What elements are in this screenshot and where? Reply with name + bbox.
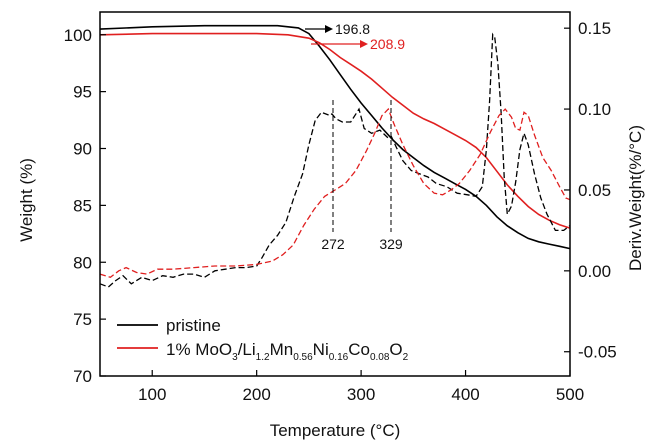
x-tick-label: 100 bbox=[138, 385, 166, 404]
right-y-tick-label: -0.05 bbox=[578, 343, 617, 362]
legend-coated-part-10: 0.08 bbox=[370, 352, 390, 363]
legend-coated-part-3: /Li bbox=[238, 340, 256, 359]
left-y-tick-label: 75 bbox=[73, 310, 92, 329]
peak-1-label: 272 bbox=[321, 236, 345, 252]
left-y-tick-label: 70 bbox=[73, 367, 92, 386]
legend-label-pristine: pristine bbox=[166, 316, 221, 335]
legend-coated-part-8: 0.16 bbox=[329, 352, 349, 363]
peak-2-label: 329 bbox=[379, 236, 403, 252]
left-y-tick-label: 80 bbox=[73, 253, 92, 272]
x-tick-label: 200 bbox=[242, 385, 270, 404]
legend-coated-part-7: Ni bbox=[313, 340, 329, 359]
right-y-tick-label: 0.05 bbox=[578, 181, 611, 200]
legend-coated-part-9: Co bbox=[348, 340, 370, 359]
onset-coated-label: 208.9 bbox=[370, 36, 405, 52]
x-tick-label: 400 bbox=[451, 385, 479, 404]
left-y-tick-label: 100 bbox=[64, 26, 92, 45]
left-y-tick-label: 95 bbox=[73, 83, 92, 102]
x-tick-label: 500 bbox=[556, 385, 584, 404]
left-y-tick-label: 85 bbox=[73, 196, 92, 215]
legend-coated-part-12: 2 bbox=[403, 352, 409, 363]
legend-coated-part-1: 1% MoO bbox=[166, 340, 232, 359]
legend-coated-part-4: 1.2 bbox=[256, 352, 270, 363]
legend-coated-part-6: 0.56 bbox=[293, 352, 313, 363]
right-y-axis-title: Deriv.Weight(%/°C) bbox=[626, 125, 645, 271]
right-y-tick-label: 0.10 bbox=[578, 100, 611, 119]
right-y-tick-label: 0.15 bbox=[578, 19, 611, 38]
left-y-axis-title: Weight (%) bbox=[17, 158, 36, 242]
right-y-tick-label: 0.00 bbox=[578, 262, 611, 281]
x-tick-label: 300 bbox=[347, 385, 375, 404]
x-axis-title: Temperature (°C) bbox=[270, 421, 401, 440]
legend-coated-part-11: O bbox=[389, 340, 402, 359]
left-y-tick-label: 90 bbox=[73, 140, 92, 159]
onset-pristine-label: 196.8 bbox=[335, 21, 370, 37]
legend-coated-part-5: Mn bbox=[270, 340, 294, 359]
